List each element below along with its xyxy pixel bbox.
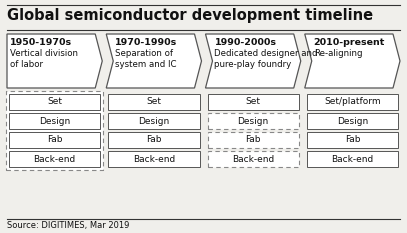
Text: Vertical division
of labor: Vertical division of labor (10, 49, 78, 69)
Text: Fab: Fab (345, 136, 360, 144)
Bar (108, 151, 199, 167)
Text: Back-end: Back-end (331, 154, 374, 164)
Bar (307, 132, 398, 148)
Text: Design: Design (337, 116, 368, 126)
Bar (108, 132, 199, 148)
Text: Global semiconductor development timeline: Global semiconductor development timelin… (7, 8, 373, 23)
Text: Back-end: Back-end (232, 154, 274, 164)
Text: 2010-present: 2010-present (314, 38, 385, 47)
Text: Separation of
system and IC: Separation of system and IC (115, 49, 177, 69)
Bar (307, 94, 398, 110)
Bar (9, 151, 100, 167)
Text: Back-end: Back-end (133, 154, 175, 164)
Bar (307, 151, 398, 167)
Text: Re-aligning: Re-aligning (314, 49, 362, 58)
Polygon shape (206, 34, 301, 88)
Polygon shape (106, 34, 201, 88)
Bar (9, 94, 100, 110)
Polygon shape (7, 34, 102, 88)
Text: 1970-1990s: 1970-1990s (115, 38, 177, 47)
Text: Design: Design (138, 116, 169, 126)
Text: Source: DIGITIMES, Mar 2019: Source: DIGITIMES, Mar 2019 (7, 221, 129, 230)
Text: Back-end: Back-end (33, 154, 76, 164)
Text: Set/platform: Set/platform (324, 97, 381, 106)
Bar (208, 151, 299, 167)
Text: Design: Design (39, 116, 70, 126)
Text: Set: Set (147, 97, 161, 106)
Bar (9, 132, 100, 148)
Text: Set: Set (47, 97, 62, 106)
Bar (108, 94, 199, 110)
Text: 1990-2000s: 1990-2000s (214, 38, 276, 47)
Polygon shape (305, 34, 400, 88)
Bar (9, 113, 100, 129)
Bar (208, 113, 299, 129)
Text: Dedicated designer and
pure-play foundry: Dedicated designer and pure-play foundry (214, 49, 318, 69)
Text: Fab: Fab (146, 136, 162, 144)
Text: Fab: Fab (47, 136, 62, 144)
Text: Fab: Fab (245, 136, 261, 144)
Bar (208, 132, 299, 148)
Bar (6, 91, 103, 170)
Bar (208, 94, 299, 110)
Text: 1950-1970s: 1950-1970s (10, 38, 72, 47)
Bar (307, 113, 398, 129)
Bar (108, 113, 199, 129)
Text: Set: Set (246, 97, 260, 106)
Text: Design: Design (238, 116, 269, 126)
